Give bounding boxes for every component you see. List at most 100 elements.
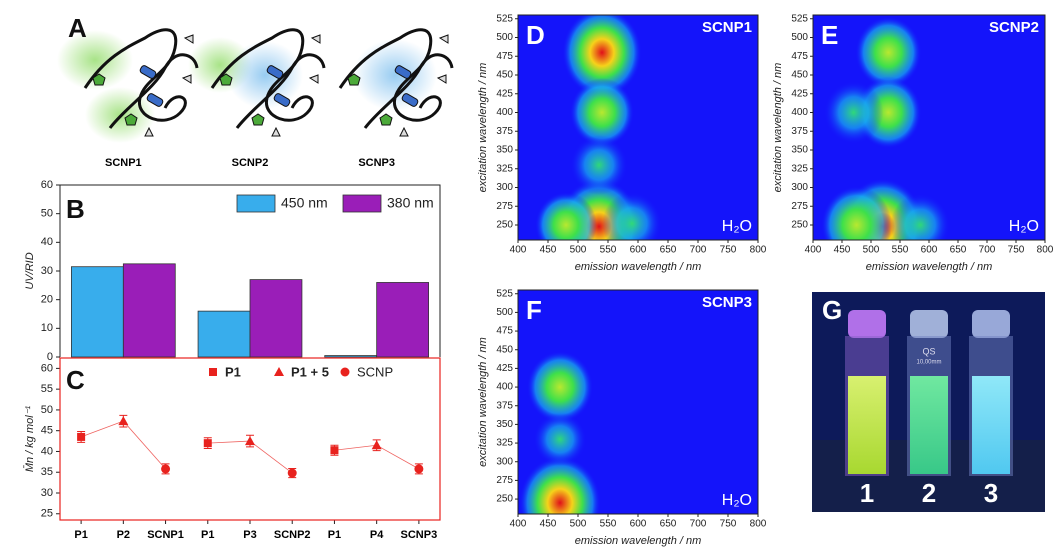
- marker: [245, 436, 255, 446]
- x-tick-label: 800: [750, 245, 767, 256]
- marker: [287, 468, 297, 478]
- y-tick-label: 475: [496, 326, 513, 337]
- y-tick-label: 275: [791, 201, 808, 212]
- connector: [123, 420, 166, 470]
- heatmap-panel: 400 450 500 550 600 650 700 750 800 250 275 300 325 3…: [477, 13, 767, 273]
- cuvette-liquid: [910, 376, 948, 474]
- marker: [340, 367, 350, 377]
- x-tick-label: P1: [328, 529, 341, 541]
- x-tick-label: 450: [540, 519, 557, 530]
- peak: [533, 412, 587, 467]
- sample-label: 1: [860, 478, 874, 508]
- panel-label: D: [526, 20, 545, 50]
- x-tick-label: SCNP1: [147, 529, 184, 541]
- panel-g: QS 10,00mm G 1 2 3: [812, 292, 1045, 512]
- x-tick-label: 800: [750, 519, 767, 530]
- peak: [569, 78, 635, 147]
- heatmap-peaks: [821, 16, 951, 240]
- x-tick-label: 700: [979, 245, 996, 256]
- connector: [376, 444, 420, 470]
- y-tick-label: 375: [496, 400, 513, 411]
- y-tick-label: 300: [791, 182, 808, 193]
- y-tick-label: 300: [496, 182, 513, 193]
- x-tick-label: 700: [690, 519, 707, 530]
- panel-title: SCNP1: [702, 19, 752, 36]
- axis-frame: [517, 14, 759, 241]
- x-tick-label: 450: [540, 245, 557, 256]
- panel-label: E: [821, 20, 838, 50]
- y-tick-label: 250: [496, 220, 513, 231]
- y-axis-label: M̄n / kg mol⁻¹: [23, 406, 36, 473]
- bar: [376, 282, 429, 358]
- y-tick-label: 50: [41, 404, 53, 416]
- y-tick-label: 400: [496, 107, 513, 118]
- x-tick-label: 400: [805, 245, 822, 256]
- y-tick-label: 10: [41, 322, 53, 334]
- bar: [249, 279, 303, 358]
- y-tick-label: 525: [496, 288, 513, 299]
- category-label: SCNP3: [358, 157, 395, 169]
- y-tick-label: 250: [791, 220, 808, 231]
- y-tick-label: 425: [791, 88, 808, 99]
- x-tick-label: 400: [510, 245, 527, 256]
- connector: [334, 444, 377, 451]
- category-label: SCNP2: [232, 157, 269, 169]
- y-axis-label: excitation wavelength / nm: [477, 337, 489, 467]
- connector: [249, 440, 293, 474]
- connector: [207, 440, 251, 444]
- y-tick-label: 30: [41, 265, 53, 277]
- peak: [602, 192, 662, 240]
- peak: [519, 456, 601, 514]
- cuvette-cap: [910, 310, 948, 338]
- x-tick-label: P4: [370, 529, 384, 541]
- peak: [562, 15, 642, 98]
- peak: [823, 81, 884, 144]
- y-tick-label: 30: [41, 487, 53, 499]
- y-tick-label: 400: [496, 382, 513, 393]
- heatmap-peaks: [519, 351, 601, 514]
- peak: [526, 351, 594, 424]
- marker: [118, 416, 129, 426]
- x-axis-label: emission wavelength / nm: [575, 535, 702, 547]
- sample-label: 2: [922, 478, 936, 508]
- x-tick-label: 450: [834, 245, 851, 256]
- y-axis-label: excitation wavelength / nm: [772, 63, 784, 193]
- y-tick-label: 350: [791, 145, 808, 156]
- sample-label: 3: [984, 478, 998, 508]
- x-axis-label: emission wavelength / nm: [866, 261, 993, 273]
- x-tick-label: P1: [74, 529, 87, 541]
- x-axis-label: emission wavelength / nm: [575, 261, 702, 273]
- legend-label: 380 nm: [387, 195, 434, 211]
- x-tick-label: 750: [1008, 245, 1025, 256]
- bar: [122, 263, 176, 358]
- legend-swatch: [236, 194, 276, 213]
- legend-label: P1: [225, 364, 241, 379]
- peak: [535, 192, 597, 240]
- peak: [821, 186, 892, 240]
- y-tick-label: 450: [791, 70, 808, 81]
- panel-c: 25 30 35 40 45 50 55 60 P1 P2 SCNP1 P1 P3 SCNP2 P1 P4 SC…: [23, 357, 441, 541]
- y-tick-label: 55: [41, 383, 53, 395]
- x-tick-label: 550: [600, 519, 617, 530]
- cuvette-cap: [848, 310, 886, 338]
- x-tick-label: 550: [892, 245, 909, 256]
- panel-label: G: [822, 295, 842, 325]
- x-tick-label: 600: [630, 519, 647, 530]
- heatmap-panel: 400 450 500 550 600 650 700 750 800 250 275 300 325 3…: [772, 13, 1054, 273]
- x-tick-label: 750: [720, 245, 737, 256]
- panel-label: F: [526, 295, 542, 325]
- connector: [80, 420, 124, 438]
- x-tick-label: 800: [1037, 245, 1054, 256]
- axis-frame: [517, 289, 759, 515]
- y-tick-label: 35: [41, 466, 53, 478]
- cuvette-text: QS: [922, 346, 935, 356]
- y-tick-label: 325: [496, 163, 513, 174]
- y-tick-label: 45: [41, 425, 53, 437]
- x-tick-label: 700: [690, 245, 707, 256]
- peak: [570, 135, 628, 195]
- category-label: SCNP1: [105, 157, 142, 169]
- y-tick-label: 325: [791, 163, 808, 174]
- marker: [414, 464, 424, 474]
- y-tick-label: 425: [496, 88, 513, 99]
